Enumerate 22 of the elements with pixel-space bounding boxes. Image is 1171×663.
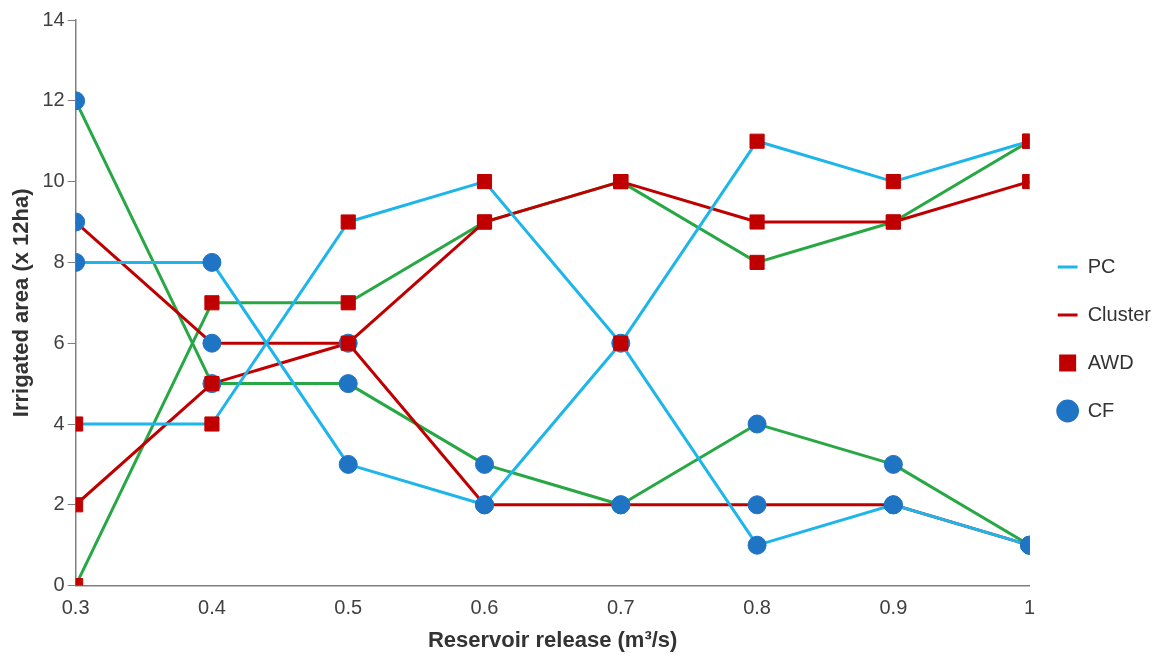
legend-label: AWD xyxy=(1087,350,1134,373)
x-tick-label: 0.6 xyxy=(470,596,499,619)
x-tick-label: 0.9 xyxy=(879,596,908,619)
y-tick-label: 8 xyxy=(53,249,65,272)
y-tick-label: 6 xyxy=(53,330,65,353)
x-tick-label: 0.8 xyxy=(743,596,771,619)
y-tick-label: 0 xyxy=(53,573,65,596)
x-tick-label: 0.4 xyxy=(198,596,226,619)
y-tick-label: 14 xyxy=(42,7,65,30)
y-axis-title: Irrigated area (x 12ha) xyxy=(8,188,34,418)
legend-label: PC xyxy=(1087,254,1116,277)
y-tick-label: 2 xyxy=(53,492,65,515)
x-tick-label: 0.7 xyxy=(606,596,635,619)
y-tick-label: 10 xyxy=(42,169,65,192)
y-tick-label: 12 xyxy=(42,88,65,111)
legend-label: CF xyxy=(1087,398,1115,421)
y-tick-label: 4 xyxy=(53,411,65,434)
x-tick-label: 0.3 xyxy=(61,596,90,619)
legend-label: Cluster xyxy=(1087,302,1152,325)
x-tick-label: 1 xyxy=(1024,596,1036,619)
x-axis-title: Reservoir release (m³/s) xyxy=(427,626,678,652)
x-tick-label: 0.5 xyxy=(334,596,363,619)
